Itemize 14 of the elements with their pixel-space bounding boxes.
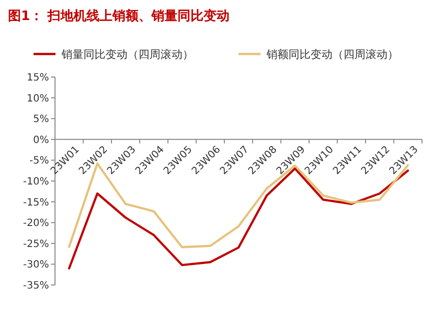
y-tick-label: 15% <box>26 72 49 84</box>
y-tick-label: -10% <box>23 176 49 188</box>
y-tick-label: -35% <box>23 280 49 292</box>
y-tick-label: 10% <box>26 93 49 104</box>
y-tick-label: -25% <box>23 238 49 250</box>
y-tick-label: -5% <box>30 156 49 167</box>
y-tick-label: -30% <box>23 260 49 271</box>
chart-title: 图1： 扫地机线上销额、销量同比变动 <box>8 8 230 24</box>
y-tick-label: 5% <box>33 114 49 126</box>
legend-label: 销额同比变动（四周滚动） <box>266 48 398 61</box>
y-tick-label: -15% <box>23 197 49 208</box>
legend-label: 销量同比变动（四周滚动） <box>60 48 194 61</box>
y-tick-label: -20% <box>23 218 49 230</box>
y-tick-label: 0% <box>33 134 49 146</box>
